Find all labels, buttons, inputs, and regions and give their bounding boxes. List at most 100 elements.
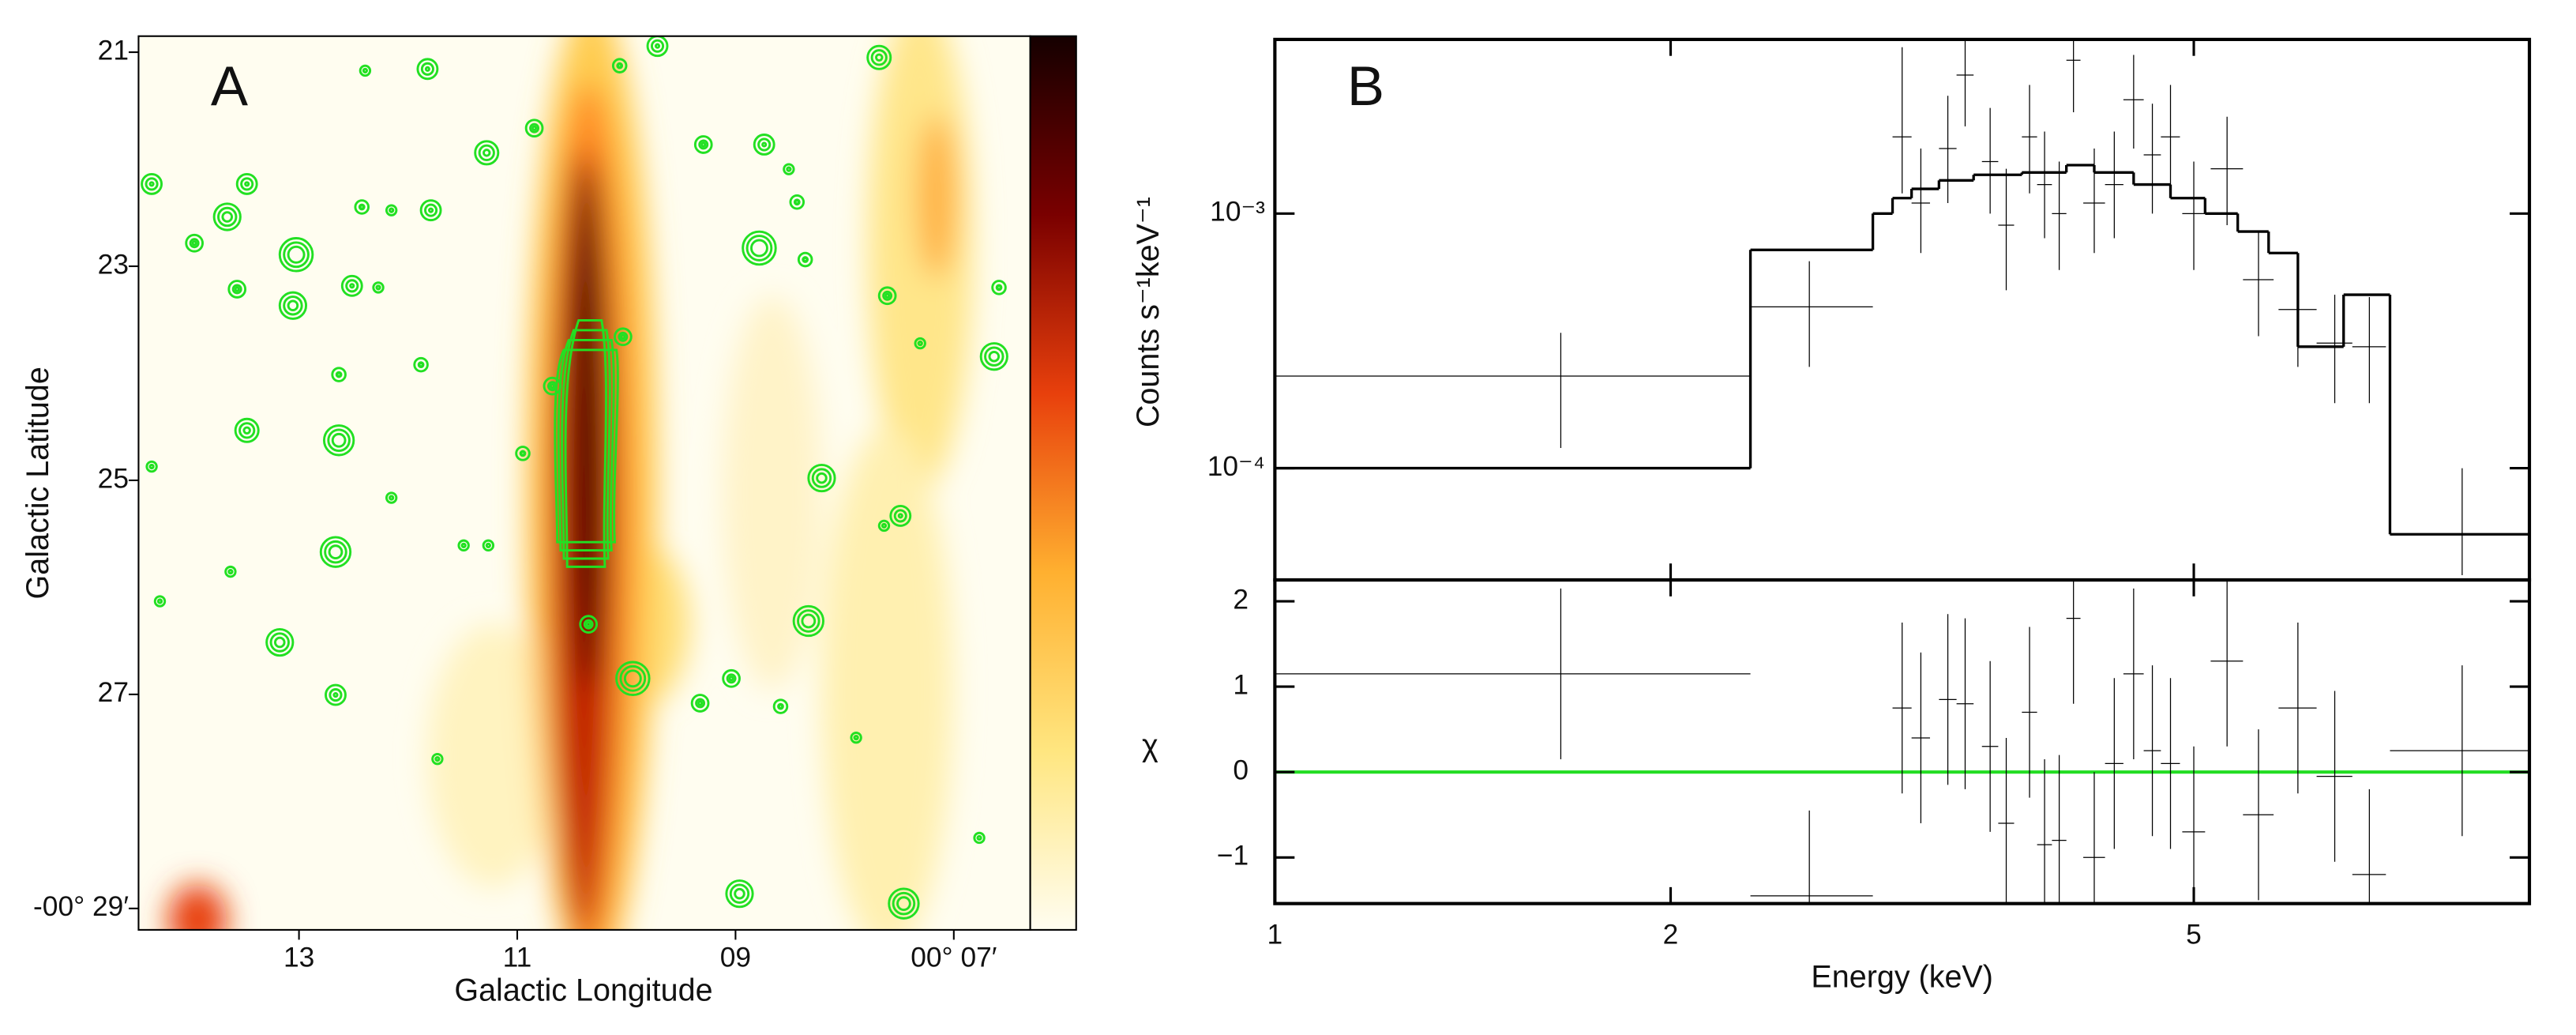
contour <box>221 211 234 223</box>
contour <box>783 163 795 175</box>
heatmap <box>138 36 1031 930</box>
contour <box>227 280 247 299</box>
contour <box>728 676 734 682</box>
contour <box>185 233 204 253</box>
contour <box>697 700 704 706</box>
contour <box>698 139 709 150</box>
contour <box>434 756 441 762</box>
colorbar <box>1030 36 1076 930</box>
contour <box>385 491 398 504</box>
x-tick-label: 00° 07′ <box>911 943 997 973</box>
contour <box>354 199 370 215</box>
contour <box>424 66 430 72</box>
contour <box>278 237 314 273</box>
contour <box>420 62 434 76</box>
y-axis-label: Galactic Latitude <box>21 367 55 599</box>
contour <box>269 632 290 653</box>
contour <box>529 122 540 134</box>
contour <box>224 565 237 578</box>
contour <box>620 333 626 340</box>
contour <box>583 619 594 630</box>
contour <box>549 383 555 390</box>
contour <box>554 348 619 544</box>
contour <box>564 319 607 568</box>
contour <box>700 141 707 148</box>
contour <box>745 235 773 262</box>
contour <box>474 140 500 166</box>
contour <box>520 450 526 457</box>
contour <box>457 539 470 552</box>
x-tick-label: 2 <box>1663 920 1679 950</box>
contour <box>693 135 713 154</box>
contour <box>287 299 299 312</box>
contour <box>212 202 242 231</box>
contour <box>850 731 862 744</box>
contour <box>234 286 240 292</box>
contour <box>375 284 381 291</box>
contour <box>807 464 836 493</box>
contour <box>797 251 813 268</box>
contour <box>531 125 538 131</box>
contour <box>234 417 260 443</box>
contour <box>431 752 444 766</box>
contour <box>385 204 398 216</box>
contour <box>734 887 745 900</box>
contour <box>802 257 809 263</box>
contour <box>761 141 768 148</box>
contour <box>283 241 310 269</box>
contour <box>875 53 884 62</box>
contour <box>695 698 706 709</box>
spectrum-plot <box>1275 40 2530 575</box>
contour <box>141 172 163 195</box>
contour <box>153 595 167 608</box>
contour <box>328 544 344 560</box>
contour <box>349 283 355 289</box>
contour <box>340 274 363 297</box>
contour <box>619 664 647 692</box>
contour <box>615 661 651 697</box>
contours <box>141 36 1008 920</box>
colorbar-frame <box>1029 35 1077 931</box>
contour <box>753 134 775 156</box>
contour <box>428 207 434 213</box>
contour <box>893 509 907 523</box>
contour <box>722 668 741 688</box>
y-tick-label: 2 <box>1233 584 1249 615</box>
contour <box>524 119 544 138</box>
contour <box>148 464 155 470</box>
y-tick-label: 27 <box>98 677 129 708</box>
contour <box>792 604 824 638</box>
x-tick-label: 1 <box>1267 920 1283 950</box>
x-axis-label: Energy (keV) <box>1811 960 1993 995</box>
contour <box>853 735 859 741</box>
contour <box>557 338 615 552</box>
contour <box>888 887 920 920</box>
contour <box>618 331 629 342</box>
contour <box>690 694 710 713</box>
contour <box>996 284 1002 291</box>
y-tick-label: 1 <box>1233 669 1249 700</box>
y-axis-label: Counts s⁻¹keV⁻¹ <box>1131 197 1166 427</box>
contour <box>777 703 784 709</box>
contour <box>244 181 250 187</box>
contour <box>614 327 633 347</box>
contour <box>729 883 750 904</box>
contour <box>801 613 817 629</box>
contour <box>336 371 342 378</box>
contour <box>892 891 916 916</box>
x-axis-label: Galactic Longitude <box>454 973 712 1007</box>
contour <box>561 329 611 560</box>
contour <box>362 67 368 73</box>
contour <box>976 834 982 841</box>
contour <box>984 346 1004 367</box>
contour <box>231 284 242 295</box>
contour <box>797 609 820 633</box>
contour <box>515 446 531 461</box>
contour <box>726 673 737 684</box>
contour <box>917 341 923 347</box>
x-tick-label: 13 <box>284 943 314 973</box>
contour <box>979 342 1008 371</box>
y-tick-label: 10⁻³ <box>1210 197 1265 228</box>
y-tick-label: 21 <box>98 35 129 66</box>
